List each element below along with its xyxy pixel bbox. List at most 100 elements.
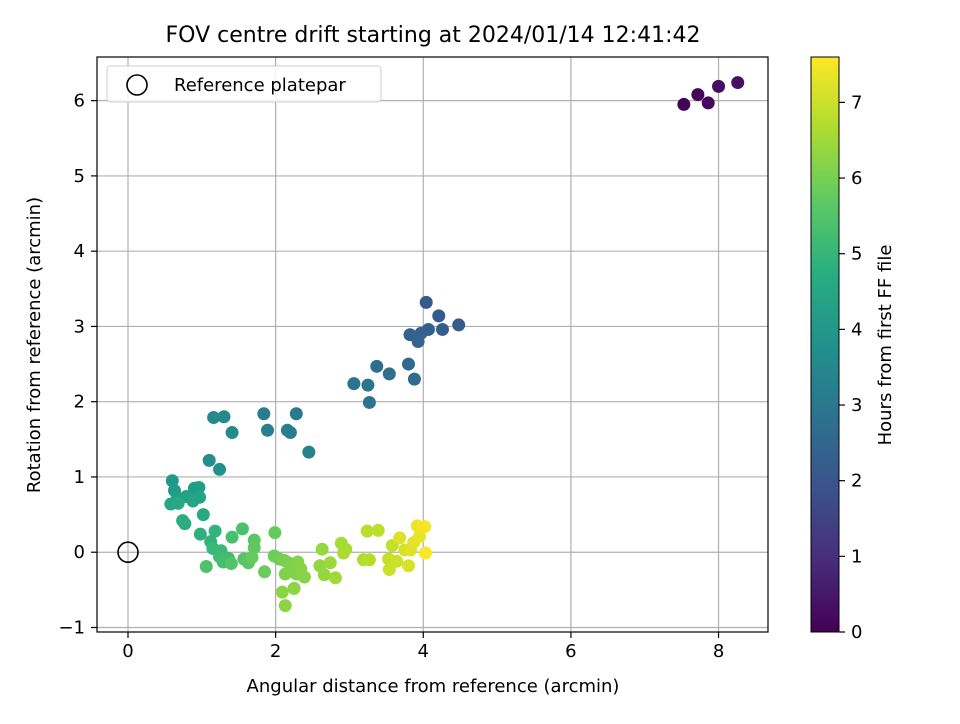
data-point [317, 568, 331, 582]
data-point [362, 553, 376, 567]
data-points [164, 76, 745, 613]
data-point [283, 426, 297, 440]
data-point [192, 480, 206, 494]
data-point [382, 563, 396, 577]
y-tick-label: 2 [74, 392, 85, 413]
data-point [225, 426, 239, 440]
data-point [731, 76, 745, 90]
data-point [432, 309, 446, 323]
colorbar-tick-label: 6 [851, 168, 862, 189]
colorbar-tick-label: 4 [851, 319, 862, 340]
y-tick-label: 5 [74, 166, 85, 187]
data-point [390, 554, 404, 568]
colorbar [810, 56, 840, 633]
data-point [235, 522, 249, 536]
data-point [701, 96, 715, 110]
data-point [289, 407, 303, 421]
colorbar-ticks: 0 1 2 3 4 5 6 7 [839, 92, 862, 643]
data-point [178, 517, 192, 531]
data-point [257, 407, 271, 421]
data-point [411, 334, 425, 348]
data-point [213, 462, 227, 476]
legend-box [106, 65, 382, 103]
data-point [382, 367, 396, 381]
data-point [347, 377, 361, 391]
data-point [691, 88, 705, 102]
data-point [171, 496, 185, 510]
y-tick-label: 3 [74, 316, 85, 337]
data-point [337, 546, 351, 560]
data-point [268, 526, 282, 540]
legend: Reference platepar [106, 65, 382, 103]
x-tick-label: 6 [565, 641, 576, 662]
data-point [208, 524, 222, 538]
data-point [217, 410, 231, 424]
chart-title: FOV centre drift starting at 2024/01/14 … [166, 23, 701, 48]
data-point [224, 557, 238, 571]
colorbar-tick-label: 3 [851, 395, 862, 416]
data-point [297, 570, 311, 584]
x-tick-label: 4 [418, 641, 429, 662]
colorbar-tick-label: 7 [851, 92, 862, 113]
data-point [407, 372, 421, 386]
data-point [225, 530, 239, 544]
reference-marker [117, 541, 139, 564]
y-axis-ticks: −1 0 1 2 3 4 5 6 [58, 91, 97, 638]
data-point [247, 541, 261, 555]
data-point [360, 524, 374, 538]
y-tick-label: 1 [74, 467, 85, 488]
data-point [402, 559, 416, 573]
data-point [275, 585, 289, 599]
data-point [199, 560, 213, 574]
y-axis-label: Rotation from reference (arcmin) [24, 197, 45, 493]
colorbar-tick-label: 2 [851, 471, 862, 492]
data-point [328, 571, 342, 585]
data-point [419, 295, 433, 309]
plot-frame [96, 56, 769, 633]
data-point [165, 474, 179, 488]
colorbar-tick-label: 0 [851, 622, 862, 643]
x-axis-ticks: 0 2 4 6 8 [122, 632, 724, 662]
data-point [712, 79, 726, 93]
data-point [371, 523, 385, 537]
data-point [315, 542, 329, 556]
data-point [362, 395, 376, 409]
data-point [435, 322, 449, 336]
data-point [418, 546, 432, 560]
data-point [418, 520, 432, 534]
data-point [193, 527, 207, 541]
data-point [393, 531, 407, 545]
data-point [402, 357, 416, 371]
legend-entry: Reference platepar [174, 75, 346, 96]
data-point [196, 508, 210, 522]
data-point [361, 378, 375, 392]
colorbar-label: Hours from first FF file [875, 245, 896, 446]
x-tick-label: 0 [122, 641, 133, 662]
data-point [302, 445, 316, 459]
data-point [452, 318, 466, 332]
data-point [677, 97, 691, 111]
data-point [245, 550, 259, 564]
data-point [278, 567, 292, 581]
data-point [258, 565, 272, 579]
y-tick-label: 0 [74, 542, 85, 563]
data-point [186, 494, 200, 508]
y-tick-label: 6 [74, 91, 85, 112]
x-tick-label: 8 [713, 641, 724, 662]
colorbar-tick-label: 5 [851, 244, 862, 265]
legend-marker [126, 74, 148, 96]
colorbar-tick-label: 1 [851, 546, 862, 567]
data-point [278, 599, 292, 613]
data-point [370, 359, 384, 373]
data-point [207, 411, 221, 425]
x-tick-label: 2 [270, 641, 281, 662]
data-point [287, 581, 301, 595]
data-point [323, 556, 337, 570]
y-tick-label: −1 [58, 617, 85, 638]
data-point [261, 423, 275, 437]
y-tick-label: 4 [74, 241, 85, 262]
x-axis-label: Angular distance from reference (arcmin) [247, 676, 620, 697]
data-point [202, 453, 216, 467]
